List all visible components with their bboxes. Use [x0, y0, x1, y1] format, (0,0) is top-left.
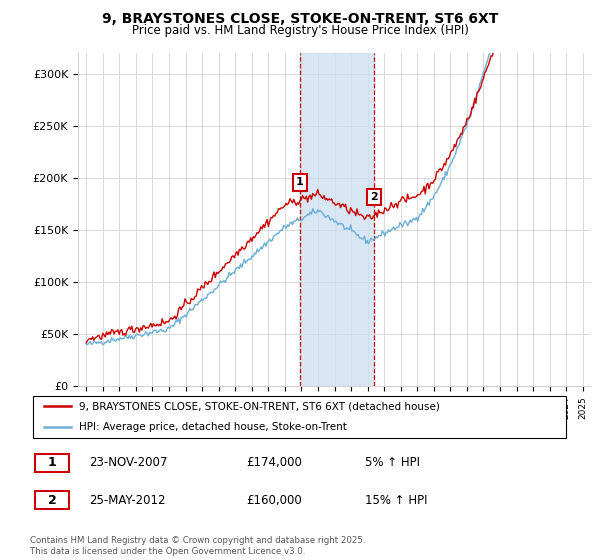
Bar — [300, 53, 374, 386]
Text: 1: 1 — [296, 178, 304, 187]
Text: 15% ↑ HPI: 15% ↑ HPI — [365, 494, 427, 507]
Text: HPI: Average price, detached house, Stoke-on-Trent: HPI: Average price, detached house, Stok… — [79, 422, 346, 432]
Text: 9, BRAYSTONES CLOSE, STOKE-ON-TRENT, ST6 6XT (detached house): 9, BRAYSTONES CLOSE, STOKE-ON-TRENT, ST6… — [79, 401, 439, 411]
Text: 25-MAY-2012: 25-MAY-2012 — [89, 494, 166, 507]
Text: 2: 2 — [48, 494, 56, 507]
FancyBboxPatch shape — [35, 491, 69, 509]
FancyBboxPatch shape — [33, 395, 566, 438]
FancyBboxPatch shape — [35, 454, 69, 472]
Text: 1: 1 — [48, 456, 56, 469]
Text: 23-NOV-2007: 23-NOV-2007 — [89, 456, 168, 469]
Text: Price paid vs. HM Land Registry's House Price Index (HPI): Price paid vs. HM Land Registry's House … — [131, 24, 469, 36]
Text: 2: 2 — [370, 192, 378, 202]
Text: £174,000: £174,000 — [246, 456, 302, 469]
Text: £160,000: £160,000 — [246, 494, 302, 507]
Text: 9, BRAYSTONES CLOSE, STOKE-ON-TRENT, ST6 6XT: 9, BRAYSTONES CLOSE, STOKE-ON-TRENT, ST6… — [102, 12, 498, 26]
Text: 5% ↑ HPI: 5% ↑ HPI — [365, 456, 420, 469]
Text: Contains HM Land Registry data © Crown copyright and database right 2025.
This d: Contains HM Land Registry data © Crown c… — [30, 536, 365, 556]
